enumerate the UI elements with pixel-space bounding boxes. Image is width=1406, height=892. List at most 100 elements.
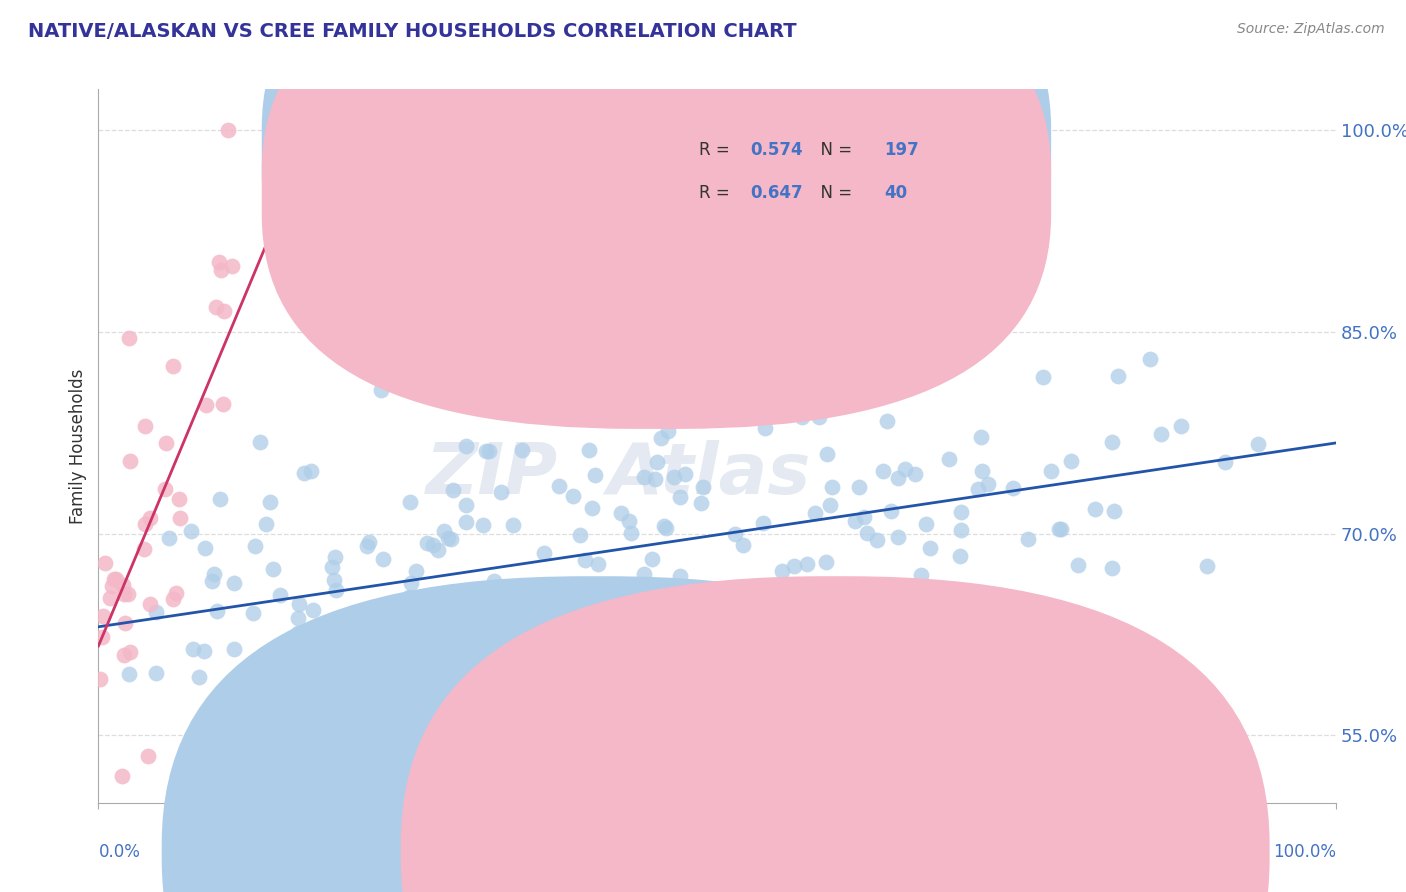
- Point: [208, 255, 231, 269]
- Text: 100.0%: 100.0%: [1272, 843, 1336, 861]
- Point: [134, 517, 156, 532]
- Point: [749, 624, 772, 638]
- Point: [188, 732, 211, 747]
- Point: [118, 453, 141, 467]
- Point: [139, 598, 162, 612]
- Point: [547, 628, 569, 642]
- Point: [382, 627, 405, 641]
- Point: [502, 518, 524, 533]
- Point: [165, 586, 187, 600]
- Point: [359, 535, 381, 549]
- Point: [247, 698, 270, 712]
- Point: [1170, 419, 1192, 434]
- Point: [624, 641, 647, 656]
- Point: [422, 538, 444, 552]
- Point: [249, 434, 271, 449]
- Point: [478, 444, 501, 458]
- Text: 197: 197: [884, 141, 920, 159]
- Point: [162, 591, 184, 606]
- Point: [195, 398, 218, 412]
- Text: R =: R =: [699, 184, 734, 202]
- Point: [441, 483, 464, 497]
- Point: [153, 482, 176, 496]
- Point: [522, 366, 544, 380]
- Point: [512, 630, 534, 644]
- Point: [1150, 427, 1173, 442]
- Point: [548, 478, 571, 492]
- Text: 0.574: 0.574: [751, 141, 803, 159]
- Point: [212, 304, 235, 318]
- Point: [815, 447, 838, 461]
- Point: [118, 666, 141, 681]
- Point: [668, 491, 690, 505]
- Point: [299, 464, 322, 478]
- Point: [134, 419, 156, 434]
- Point: [522, 643, 544, 657]
- FancyBboxPatch shape: [262, 0, 1052, 429]
- Point: [731, 538, 754, 552]
- Point: [212, 397, 235, 411]
- Point: [297, 682, 319, 697]
- Point: [1213, 454, 1236, 468]
- Point: [436, 627, 458, 641]
- Point: [180, 524, 202, 538]
- Text: Source: ZipAtlas.com: Source: ZipAtlas.com: [1237, 22, 1385, 37]
- Point: [644, 472, 666, 486]
- Point: [269, 589, 291, 603]
- Point: [633, 566, 655, 581]
- Point: [1002, 481, 1025, 495]
- Point: [302, 603, 325, 617]
- Point: [614, 587, 637, 601]
- Point: [669, 569, 692, 583]
- Text: 0.647: 0.647: [751, 184, 803, 202]
- Point: [1101, 561, 1123, 575]
- Point: [904, 467, 927, 482]
- Point: [222, 575, 245, 590]
- Point: [976, 476, 998, 491]
- Point: [731, 590, 754, 604]
- Point: [467, 613, 489, 627]
- Point: [288, 597, 311, 611]
- Point: [852, 510, 875, 524]
- Point: [652, 519, 675, 533]
- Point: [1040, 464, 1063, 478]
- Point: [416, 536, 439, 550]
- Point: [167, 492, 190, 507]
- Point: [321, 560, 343, 574]
- Point: [157, 531, 180, 545]
- Point: [101, 579, 124, 593]
- Point: [770, 564, 793, 578]
- Point: [657, 424, 679, 438]
- Point: [972, 464, 994, 478]
- Point: [437, 531, 460, 545]
- Point: [807, 410, 830, 425]
- Point: [281, 769, 304, 783]
- Point: [187, 670, 209, 684]
- Point: [606, 632, 628, 646]
- Point: [938, 452, 960, 467]
- Point: [475, 443, 498, 458]
- Point: [454, 515, 477, 529]
- Point: [294, 467, 316, 481]
- Point: [112, 587, 135, 601]
- Point: [644, 400, 666, 414]
- Point: [373, 552, 395, 566]
- Point: [155, 436, 177, 450]
- Point: [647, 454, 669, 468]
- Point: [370, 384, 392, 398]
- Point: [690, 496, 713, 510]
- Point: [949, 505, 972, 519]
- Point: [818, 498, 841, 512]
- Point: [633, 470, 655, 484]
- Point: [217, 122, 239, 136]
- Point: [103, 572, 125, 586]
- Point: [1107, 369, 1129, 384]
- Point: [534, 689, 557, 703]
- Point: [894, 462, 917, 476]
- Point: [353, 129, 375, 144]
- Point: [94, 557, 117, 571]
- Point: [1197, 558, 1219, 573]
- Text: Cree: Cree: [858, 842, 896, 860]
- Point: [398, 590, 420, 604]
- Point: [533, 546, 555, 560]
